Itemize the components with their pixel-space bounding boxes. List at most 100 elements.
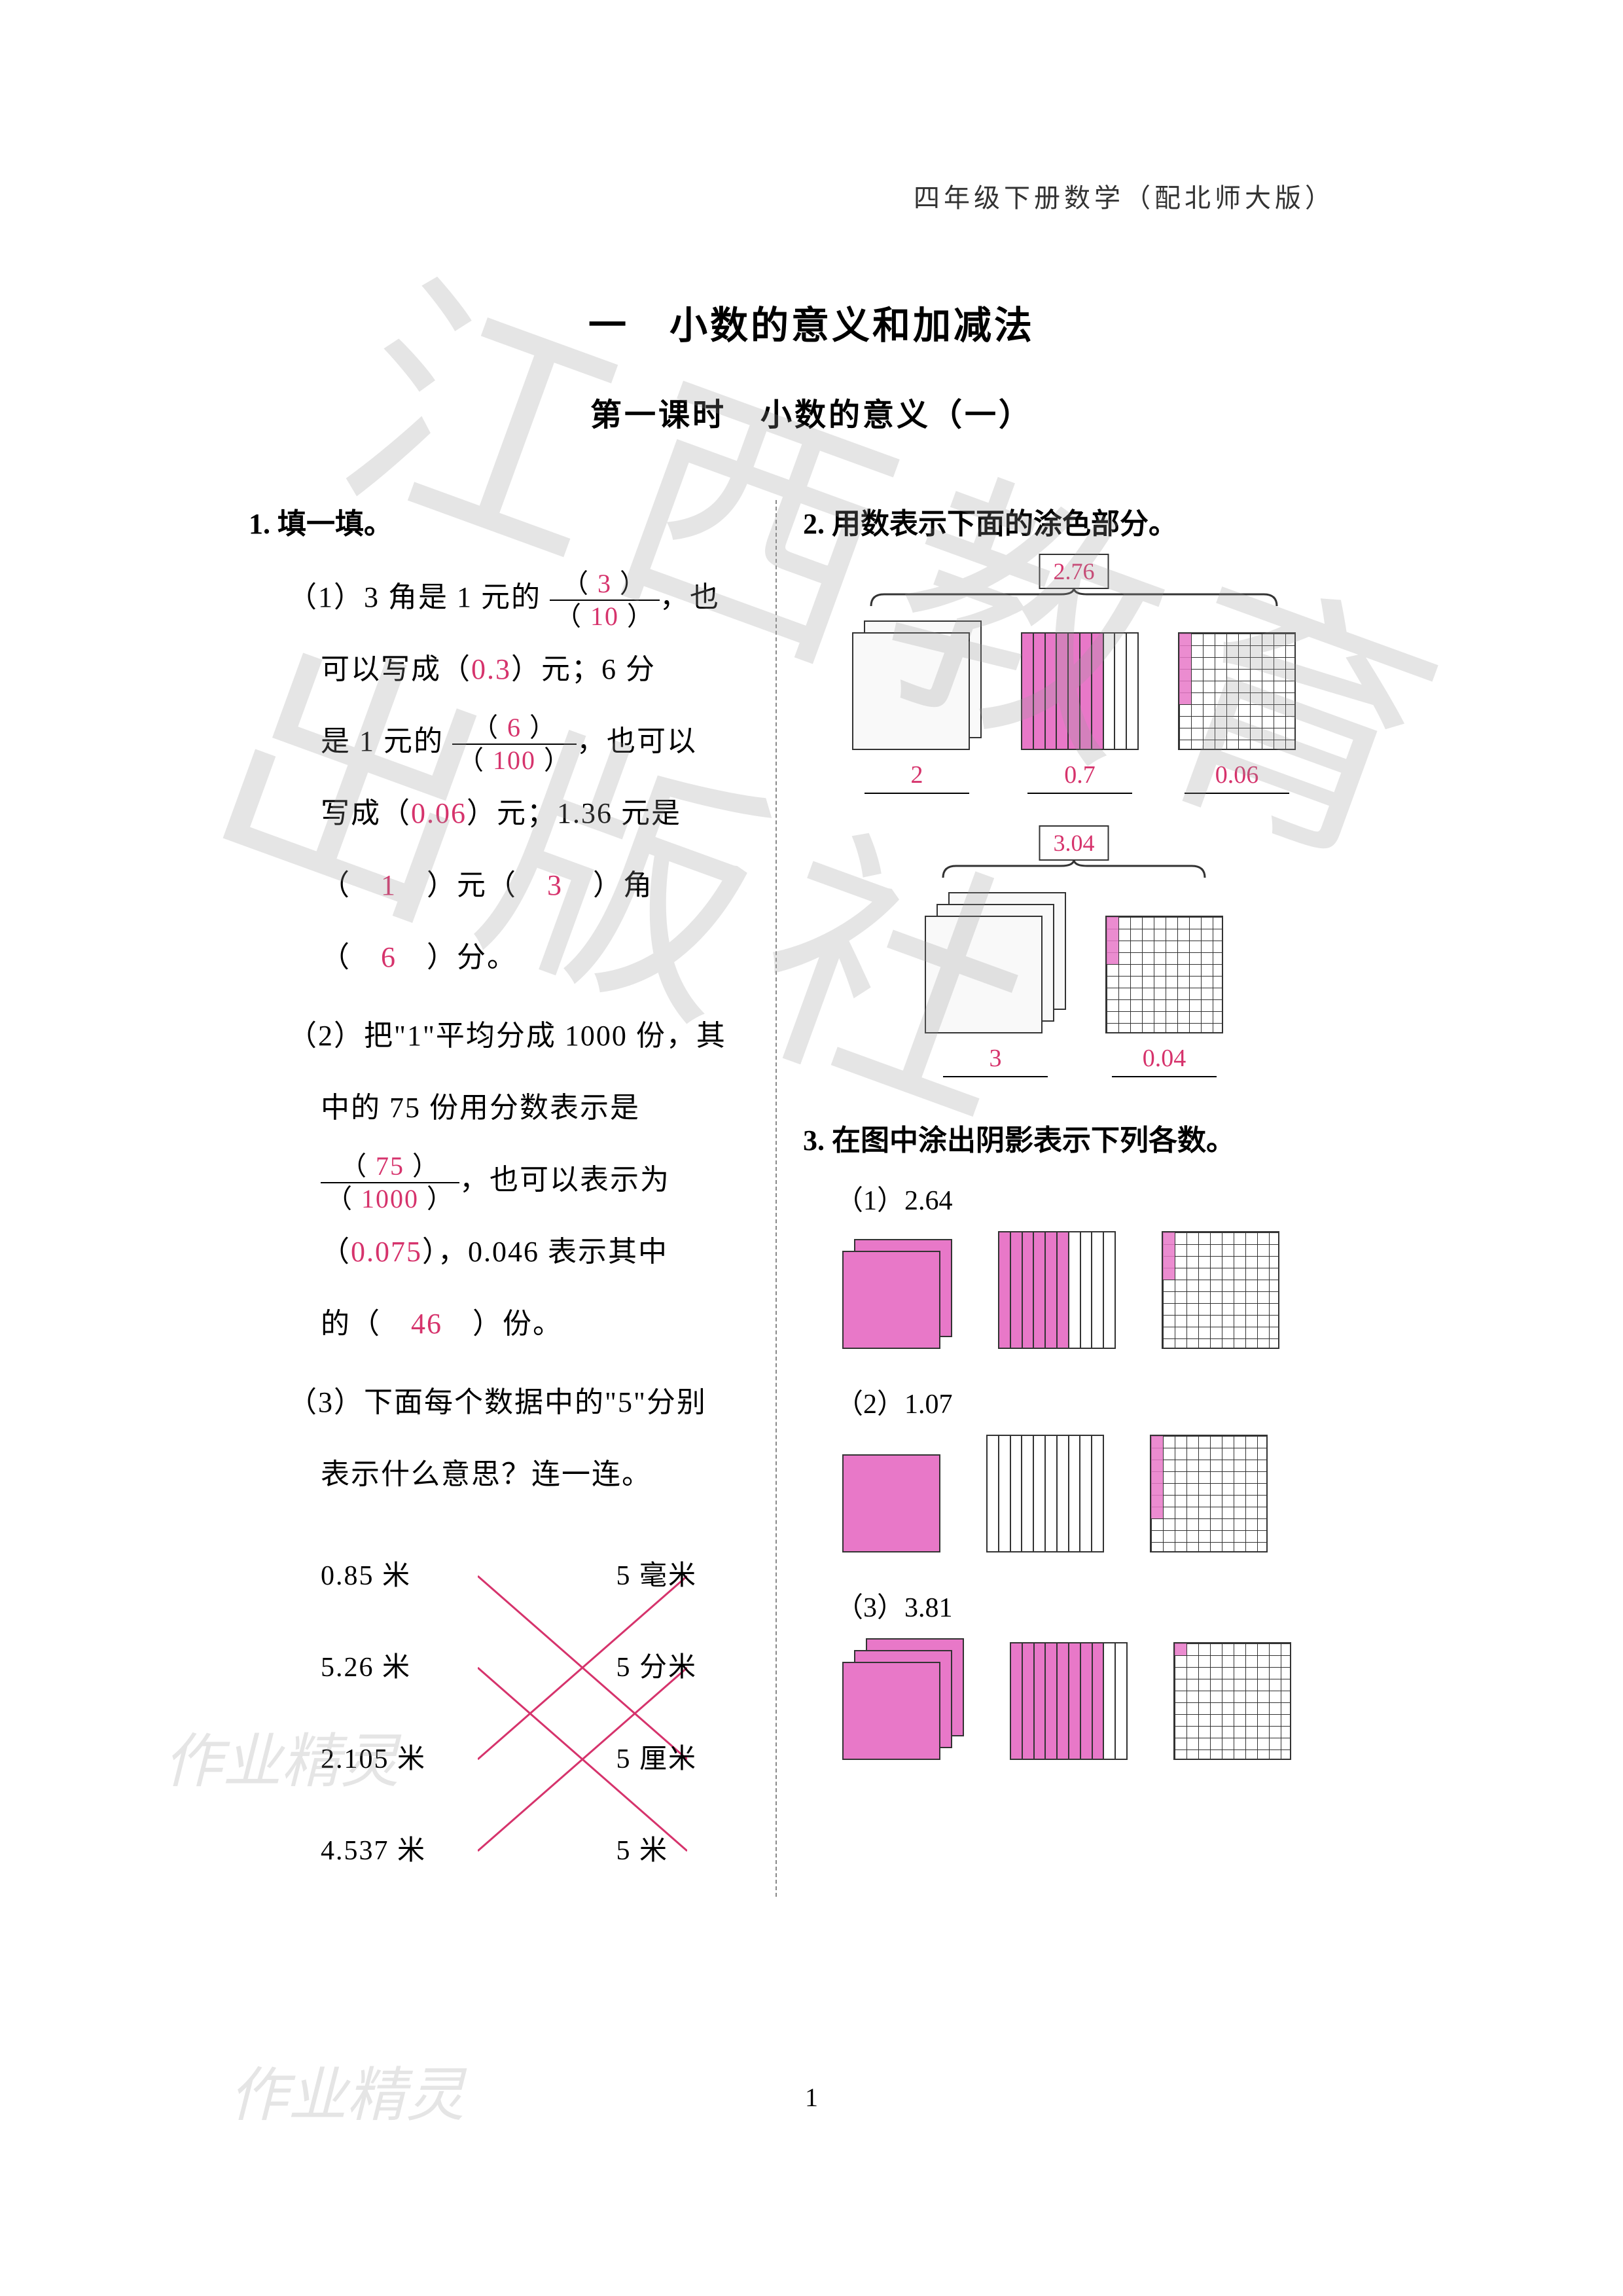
q1-1-prefix: （1）3 角是 1 元的 bbox=[288, 581, 541, 613]
left-column: 1. 填一填。 （1）3 角是 1 元的 （ 3 ） （ 10 ） ，也 可以写… bbox=[249, 500, 776, 1897]
diag-item bbox=[986, 1435, 1104, 1552]
t: ，也可以表示为 bbox=[459, 1164, 670, 1196]
q3-label: （1）2.64 bbox=[836, 1178, 1345, 1218]
t: ）元；1.36 元是 bbox=[467, 797, 681, 829]
diag-item bbox=[1162, 1231, 1279, 1349]
match-left-item: 2.105 米 bbox=[321, 1713, 426, 1805]
t: 是 1 元的 bbox=[288, 725, 444, 757]
diag-label: 0.04 bbox=[1112, 1041, 1217, 1077]
q3-head: 3. 在图中涂出阴影表示下列各数。 bbox=[803, 1117, 1345, 1158]
hundredths-block bbox=[1150, 1435, 1268, 1552]
t: 可以写成（ bbox=[288, 653, 471, 685]
q3-item: （1）2.64 bbox=[803, 1178, 1345, 1349]
t: ），0.046 表示其中 bbox=[422, 1236, 668, 1268]
diag-item bbox=[842, 1454, 940, 1552]
q2-group1: 2.76 2 0.7 0.06 bbox=[803, 562, 1345, 794]
diag-item bbox=[1173, 1642, 1291, 1760]
right-column: 2. 用数表示下面的涂色部分。 2.76 2 0.7 0.06 3.04 3 0.04… bbox=[776, 500, 1345, 1897]
diag-label: 3 bbox=[943, 1041, 1048, 1077]
q3-item: （3）3.81 bbox=[803, 1585, 1345, 1760]
t: ，也 bbox=[660, 581, 720, 613]
bracket-value-1: 2.76 bbox=[1039, 554, 1109, 589]
t: （ bbox=[288, 941, 351, 973]
t: 写成（ bbox=[288, 797, 411, 829]
q1-3: （3）下面每个数据中的"5"分别 表示什么意思？连一连。 0.85 米5.26 … bbox=[249, 1367, 749, 1897]
bracket-2: 3.04 bbox=[936, 833, 1211, 879]
bracket-value-2: 3.04 bbox=[1039, 825, 1109, 861]
diag-label: 0.06 bbox=[1185, 758, 1289, 794]
header-note: 四年级下册数学（配北师大版） bbox=[914, 177, 1335, 215]
t: 中的 75 份用分数表示是 bbox=[288, 1092, 640, 1124]
diag-item bbox=[998, 1231, 1116, 1349]
ans: 0.06 bbox=[411, 797, 467, 829]
content-columns: 1. 填一填。 （1）3 角是 1 元的 （ 3 ） （ 10 ） ，也 可以写… bbox=[249, 500, 1374, 1897]
t: （ bbox=[288, 869, 351, 901]
hundredths-block bbox=[1162, 1231, 1279, 1349]
t: 的（ bbox=[288, 1308, 381, 1340]
hundredths-block bbox=[1105, 916, 1223, 1033]
hundredths-block bbox=[1173, 1642, 1291, 1760]
diag-item bbox=[842, 1239, 952, 1349]
flats-block bbox=[842, 1239, 952, 1349]
match-area: 0.85 米5.26 米2.105 米4.537 米 5 毫米5 分米5 厘米5… bbox=[321, 1530, 749, 1897]
ans: 6 bbox=[381, 941, 397, 973]
ans: 0.075 bbox=[351, 1236, 422, 1268]
hundredths-block bbox=[1178, 632, 1296, 750]
lesson-title: 第一课时 小数的意义（一） bbox=[249, 389, 1374, 435]
ans: 3 bbox=[547, 869, 563, 901]
chapter-title: 一 小数的意义和加减法 bbox=[249, 295, 1374, 350]
tens-block bbox=[986, 1435, 1104, 1552]
ans: 46 bbox=[411, 1308, 442, 1340]
t: （ bbox=[288, 1236, 351, 1268]
q2-head: 2. 用数表示下面的涂色部分。 bbox=[803, 500, 1345, 542]
q1-1-frac1-num: 3 bbox=[597, 569, 612, 598]
flats-block bbox=[842, 1454, 940, 1552]
match-right-item: 5 厘米 bbox=[616, 1713, 697, 1805]
ans: 1 bbox=[381, 869, 397, 901]
match-right-item: 5 分米 bbox=[616, 1622, 697, 1713]
diag-item: 0.04 bbox=[1105, 916, 1223, 1077]
q1-1-frac1: （ 3 ） （ 10 ） bbox=[550, 568, 660, 632]
t: ）分。 bbox=[427, 941, 517, 973]
watermark-2: 作业精灵 bbox=[229, 2047, 465, 2132]
flats-block bbox=[925, 892, 1066, 1033]
flats-block bbox=[842, 1638, 964, 1760]
q1-1-frac1-den: 10 bbox=[590, 601, 619, 631]
tens-block bbox=[1021, 632, 1139, 750]
t: ）元（ bbox=[427, 869, 517, 901]
q1-1-frac2: （ 6 ） （ 100 ） bbox=[452, 712, 577, 776]
q1-1: （1）3 角是 1 元的 （ 3 ） （ 10 ） ，也 可以写成（0.3）元；… bbox=[249, 562, 749, 994]
t: （2）把"1"平均分成 1000 份，其 bbox=[288, 1020, 726, 1052]
t: （3）下面每个数据中的"5"分别 bbox=[288, 1386, 707, 1418]
diag-label: 0.7 bbox=[1027, 758, 1132, 794]
t: ）角 bbox=[593, 869, 653, 901]
t: ，也可以 bbox=[577, 725, 697, 757]
n: 6 bbox=[507, 713, 522, 742]
q2-group2: 3.04 3 0.04 bbox=[803, 833, 1345, 1077]
diag-item: 3 bbox=[925, 892, 1066, 1077]
q1-2-frac: （ 75 ） （ 1000 ） bbox=[321, 1151, 459, 1215]
page-number: 1 bbox=[805, 2082, 818, 2113]
q3-container: （1）2.64（2）1.07（3）3.81 bbox=[803, 1178, 1345, 1760]
q3-label: （3）3.81 bbox=[836, 1585, 1345, 1625]
diag-item: 0.7 bbox=[1021, 632, 1139, 794]
flats-block bbox=[852, 620, 982, 750]
diag-item: 0.06 bbox=[1178, 632, 1296, 794]
q1-2: （2）把"1"平均分成 1000 份，其 中的 75 份用分数表示是 （ 75 … bbox=[249, 1000, 749, 1360]
diag-item: 2 bbox=[852, 620, 982, 794]
match-left-item: 4.537 米 bbox=[321, 1805, 426, 1897]
diag-item bbox=[1010, 1642, 1128, 1760]
match-right-item: 5 毫米 bbox=[616, 1530, 697, 1622]
match-left-item: 0.85 米 bbox=[321, 1530, 426, 1622]
match-left-item: 5.26 米 bbox=[321, 1622, 426, 1713]
d: 1000 bbox=[361, 1184, 419, 1213]
t: ）元；6 分 bbox=[511, 653, 656, 685]
t: 表示什么意思？连一连。 bbox=[288, 1458, 652, 1490]
ans: 0.3 bbox=[471, 653, 511, 685]
q1-head: 1. 填一填。 bbox=[249, 500, 749, 542]
diag-label: 2 bbox=[865, 758, 969, 794]
t: ）份。 bbox=[473, 1308, 563, 1340]
bracket-1: 2.76 bbox=[865, 562, 1283, 607]
diag-item bbox=[1150, 1435, 1268, 1552]
tens-block bbox=[998, 1231, 1116, 1349]
